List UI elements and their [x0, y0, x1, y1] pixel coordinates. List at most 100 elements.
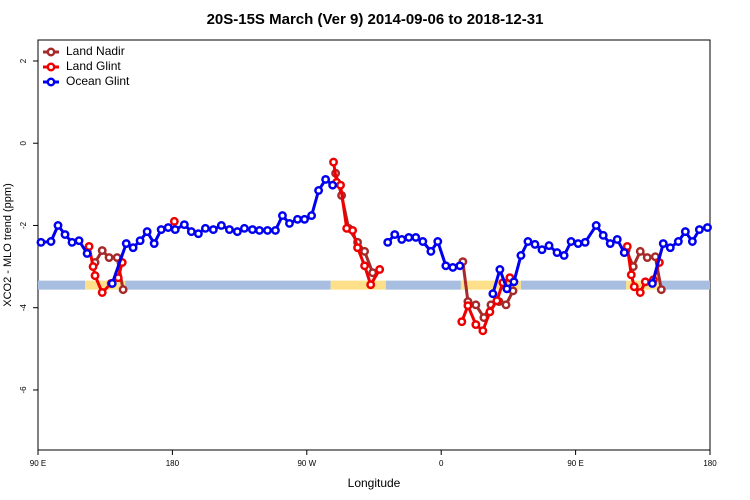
series-point [471, 300, 481, 310]
y-tick-label: -4 [19, 304, 28, 312]
series-point [471, 320, 481, 330]
series-point [321, 174, 331, 184]
series-point [488, 289, 498, 299]
series-point [573, 239, 583, 249]
series-point [544, 241, 554, 251]
legend-marker [46, 77, 56, 87]
series-point [530, 239, 540, 249]
legend-label: Land Glint [66, 59, 121, 73]
series-point [665, 243, 675, 253]
series-point [703, 223, 712, 232]
x-axis-label: Longitude [348, 476, 401, 490]
series-point [353, 243, 363, 253]
series-point [478, 326, 488, 336]
series-point [656, 285, 666, 295]
x-tick-label: 180 [703, 459, 717, 468]
series-point [186, 227, 196, 237]
series-point [404, 232, 414, 242]
series-point [88, 262, 98, 272]
series-point [390, 230, 400, 239]
series-point [293, 214, 302, 224]
series-point [300, 214, 310, 224]
chart-title: 20S-15S March (Ver 9) 2014-09-06 to 2018… [207, 11, 544, 28]
series-point [263, 225, 272, 235]
y-tick-label: 0 [19, 140, 28, 145]
series-point [463, 301, 473, 311]
series-point [559, 251, 569, 260]
series-point [591, 221, 601, 230]
series-point [200, 223, 210, 233]
series-point [640, 277, 650, 287]
series-point [457, 317, 467, 327]
series-point [329, 157, 338, 167]
series-point [516, 251, 526, 260]
series-point [509, 277, 519, 287]
series-point [239, 223, 249, 233]
series-point [328, 180, 338, 190]
series-point [619, 248, 629, 258]
series-point [635, 288, 645, 297]
series-point [156, 225, 166, 235]
series-point [694, 225, 704, 235]
series-point [673, 237, 683, 246]
series-point [411, 232, 421, 242]
series-point [216, 221, 226, 230]
series-point [455, 261, 465, 271]
series-point [629, 282, 639, 292]
series-point [247, 225, 257, 235]
series-point [104, 253, 114, 262]
legend-label: Ocean Glint [66, 74, 130, 88]
series-point [366, 280, 376, 290]
series-point [348, 225, 358, 235]
legend-marker [46, 62, 56, 72]
series-point [360, 261, 370, 271]
series-point [687, 237, 697, 246]
series-point [97, 246, 107, 256]
series-point [142, 227, 152, 237]
series-point [501, 300, 511, 310]
series-point [642, 253, 652, 262]
series-point [232, 227, 242, 237]
x-tick-label: 180 [166, 459, 180, 468]
series-point [74, 236, 84, 246]
series-point [383, 237, 393, 247]
series-point [598, 230, 608, 240]
series-point [82, 248, 92, 258]
series-point [314, 186, 324, 195]
series-point [118, 285, 128, 295]
series-point [502, 284, 512, 294]
series-point [135, 236, 145, 246]
series-point [552, 248, 562, 258]
y-tick-label: -2 [19, 221, 28, 229]
series-point [635, 246, 645, 256]
series-point [36, 237, 46, 247]
series-point [612, 234, 622, 244]
y-axis-label: XCO2 - MLO trend (ppm) [2, 183, 14, 306]
y-tick-label: -6 [19, 386, 28, 394]
series-point [360, 246, 370, 256]
series-point [658, 239, 668, 249]
series-point [605, 239, 615, 249]
series-point [170, 225, 180, 235]
series-point [566, 237, 576, 246]
series-point [255, 225, 264, 235]
series-point [448, 262, 458, 272]
series-point [418, 237, 428, 246]
series-point [580, 237, 590, 247]
series-line [87, 161, 661, 333]
series-point [523, 237, 533, 246]
x-tick-label: 0 [439, 459, 444, 468]
series-point [270, 225, 280, 235]
series-point [426, 246, 436, 256]
x-tick-label: 90 W [297, 459, 316, 468]
series-point [107, 279, 117, 288]
series-point [193, 229, 203, 239]
series-point [169, 216, 179, 226]
series-point [128, 243, 138, 253]
series-point [53, 221, 63, 230]
series-point [441, 261, 451, 271]
series-point [492, 296, 502, 306]
series-point [97, 288, 107, 297]
